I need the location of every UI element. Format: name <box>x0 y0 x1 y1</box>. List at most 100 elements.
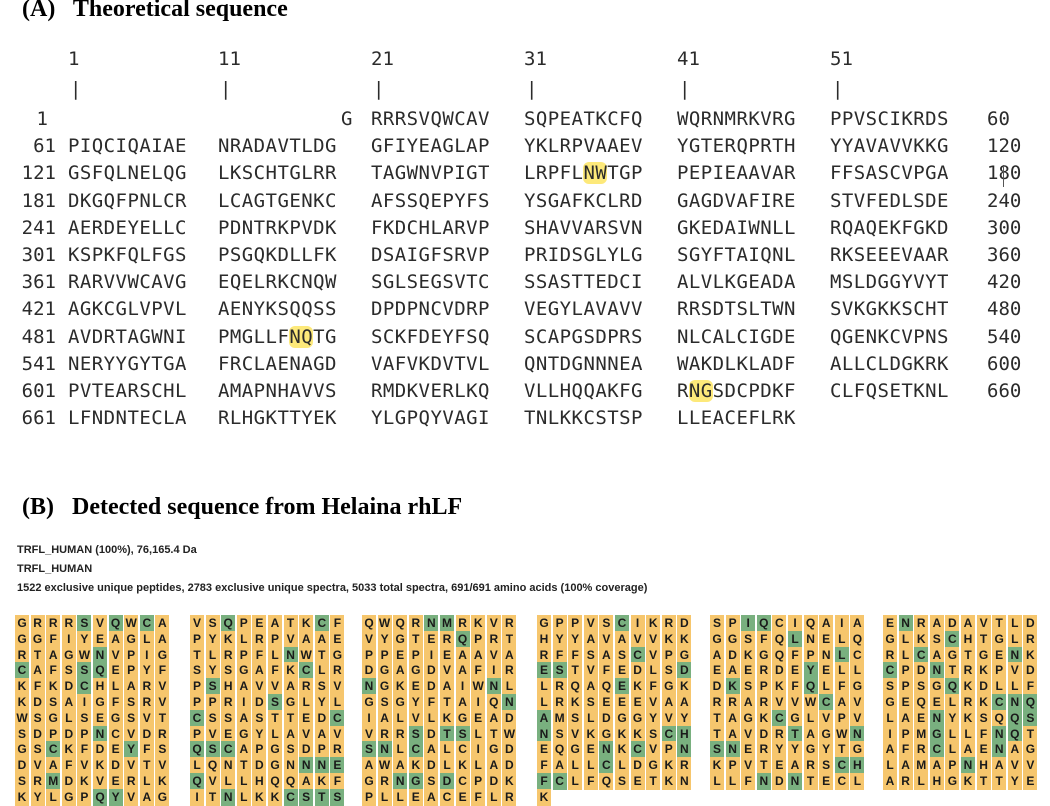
residue-cell: G <box>850 741 865 759</box>
modified-residue-cell: Y <box>124 741 139 759</box>
residue-cell: S <box>15 725 29 743</box>
residue-cell: L <box>236 788 251 806</box>
residue-cell: K <box>630 678 645 696</box>
residue-cell: S <box>314 678 329 696</box>
modified-residue-cell: Q <box>455 630 470 648</box>
sequence-block: AVDRTAGWNI <box>68 325 187 348</box>
residue-cell: P <box>268 630 282 648</box>
residue-cell: L <box>992 678 1007 696</box>
residue-cell: A <box>61 694 76 711</box>
residue-cell: S <box>552 725 567 743</box>
residue-cell: S <box>283 741 298 759</box>
residue-cell: H <box>93 678 107 696</box>
residue-cell: Y <box>377 630 392 648</box>
residue-cell: T <box>568 662 583 680</box>
ruler-position-51: 51 <box>830 48 853 70</box>
residue-cell: A <box>725 725 740 743</box>
residue-cell: D <box>772 662 787 680</box>
residue-cell: V <box>155 757 170 775</box>
residue-cell: G <box>393 630 408 648</box>
residue-cell: K <box>537 788 551 806</box>
modified-residue-cell: Q <box>1007 709 1022 727</box>
residue-cell: A <box>929 646 944 664</box>
residue-cell: L <box>898 630 913 648</box>
residue-cell: A <box>883 741 897 759</box>
residue-cell: S <box>46 694 61 711</box>
residue-cell: E <box>819 662 834 680</box>
residue-cell: G <box>615 709 629 727</box>
residue-cell: L <box>725 773 740 790</box>
residue-cell: T <box>268 709 282 727</box>
residue-cell: M <box>914 725 929 743</box>
residue-cell: K <box>46 678 61 696</box>
residue-cell: A <box>139 788 154 806</box>
residue-cell: P <box>77 725 92 743</box>
residue-cell: G <box>15 615 29 632</box>
residue-cell: R <box>756 662 771 680</box>
residue-cell: V <box>788 694 802 711</box>
residue-cell: E <box>108 741 123 759</box>
sequence-block: PIQCIQAIAE <box>68 135 187 158</box>
residue-cell: T <box>976 773 991 790</box>
residue-cell: K <box>408 757 423 775</box>
residue-cell: V <box>205 725 220 743</box>
residue-cell: L <box>377 788 392 806</box>
residue-cell: G <box>93 694 107 711</box>
row-start-position: 541 <box>21 352 56 375</box>
ruler-tick: | <box>679 78 691 100</box>
residue-cell: V <box>124 757 139 775</box>
residue-cell: Y <box>139 662 154 680</box>
residue-cell: Q <box>599 773 614 790</box>
residue-cell: V <box>330 725 345 743</box>
residue-cell: Y <box>677 709 692 727</box>
residue-cell: G <box>155 788 170 806</box>
row-start-position: 1 <box>36 108 48 130</box>
sequence-block: RARVVWCAVG <box>68 271 187 294</box>
modified-residue-cell: C <box>945 630 960 648</box>
residue-cell: L <box>299 694 314 711</box>
residue-cell: S <box>15 773 29 790</box>
modified-residue-cell: I <box>741 615 756 632</box>
residue-cell: T <box>408 630 423 648</box>
residue-cell: I <box>61 630 76 648</box>
ruler-tick: | <box>220 78 232 100</box>
modified-residue-cell: L <box>788 630 802 648</box>
residue-cell: F <box>77 741 92 759</box>
residue-cell: A <box>615 630 629 648</box>
residue-cell: V <box>772 694 787 711</box>
ruler-position-21: 21 <box>371 48 394 70</box>
residue-cell: R <box>914 615 929 632</box>
modified-residue-cell: Q <box>1023 694 1038 711</box>
residue-cell: Y <box>819 741 834 759</box>
modified-residue-cell: N <box>377 741 392 759</box>
residue-cell: V <box>599 630 614 648</box>
residue-cell: L <box>221 773 236 790</box>
residue-cell: Q <box>772 646 787 664</box>
residue-cell: T <box>710 709 724 727</box>
residue-cell: A <box>961 615 975 632</box>
sequence-block: SCKFDEYFSQ <box>371 325 490 348</box>
residue-cell: E <box>615 662 629 680</box>
residue-cell: E <box>976 741 991 759</box>
residue-cell: P <box>803 646 818 664</box>
residue-cell: I <box>455 678 470 696</box>
residue-cell: F <box>756 630 771 648</box>
modified-residue-cell: H <box>850 757 865 775</box>
row-end-position: 180 <box>987 162 1022 185</box>
residue-cell: D <box>772 773 787 790</box>
residue-cell: A <box>583 630 598 648</box>
residue-cell: D <box>252 694 267 711</box>
residue-cell: A <box>314 725 329 743</box>
residue-cell: E <box>583 741 598 759</box>
sequence-block: ALVLKGEADA <box>677 271 796 294</box>
modified-residue-cell: E <box>615 678 629 696</box>
residue-cell: H <box>537 630 551 648</box>
modified-residue-cell: N <box>93 646 107 664</box>
modified-residue-cell: S <box>268 694 282 711</box>
residue-cell: G <box>788 709 802 727</box>
residue-cell: Q <box>205 757 220 775</box>
sequence-block: PRIDSGLYLG <box>524 244 643 266</box>
sequence-block: FKDCHLARVP <box>371 216 490 239</box>
residue-cell: R <box>552 678 567 696</box>
modified-residue-cell: C <box>914 646 929 664</box>
